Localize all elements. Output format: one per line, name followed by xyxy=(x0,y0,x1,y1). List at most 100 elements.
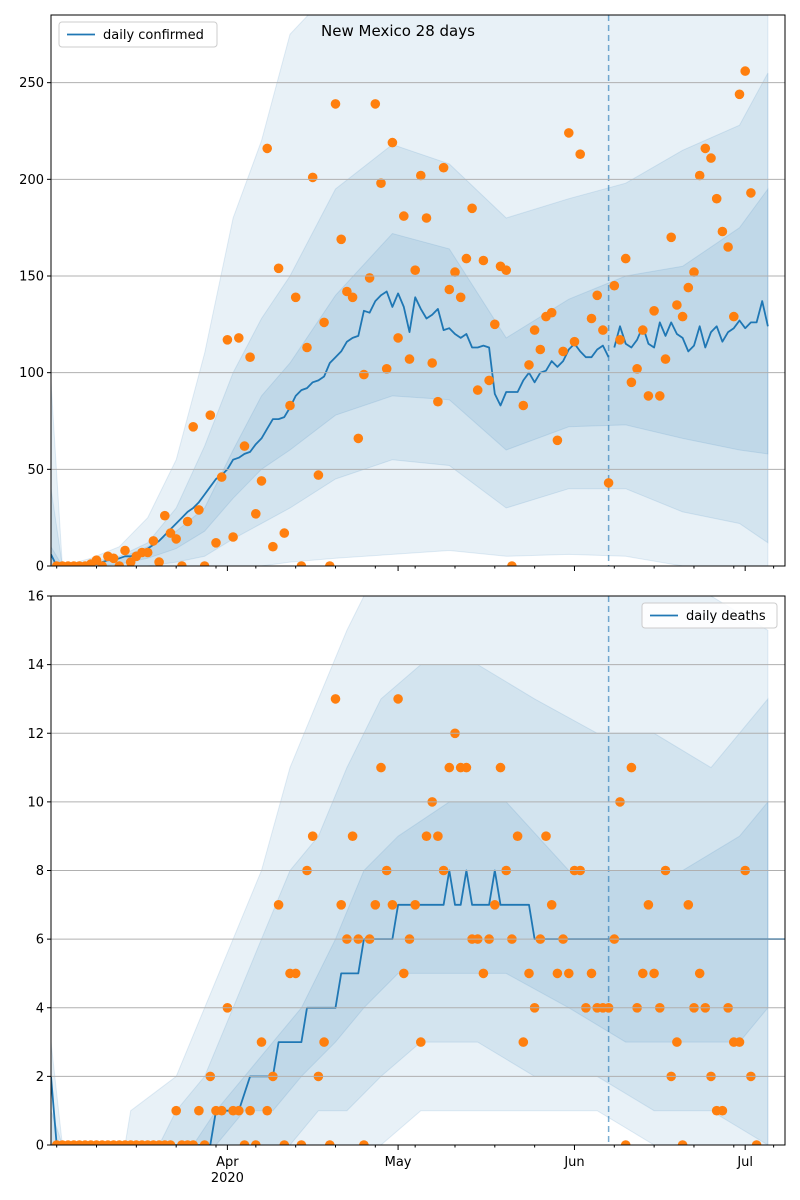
data-point xyxy=(245,1105,255,1116)
data-point xyxy=(171,1105,181,1116)
data-point xyxy=(677,311,688,322)
y-tick-label: 16 xyxy=(27,590,44,605)
data-point xyxy=(307,831,318,841)
data-point xyxy=(717,226,728,237)
data-point xyxy=(706,153,716,163)
data-point xyxy=(649,306,659,316)
data-point xyxy=(615,335,625,345)
y-tick-label: 150 xyxy=(19,270,44,285)
data-point xyxy=(444,762,455,773)
data-point xyxy=(711,193,722,204)
data-point xyxy=(330,99,341,109)
data-point xyxy=(723,242,733,252)
data-point xyxy=(689,267,699,277)
legend-label: daily deaths xyxy=(686,609,766,624)
data-point xyxy=(347,831,358,841)
data-point xyxy=(643,391,654,401)
data-point xyxy=(467,203,477,214)
x-tick-label: Jun xyxy=(563,1155,584,1170)
data-point xyxy=(268,541,278,552)
data-point xyxy=(620,253,631,264)
data-point xyxy=(410,900,421,910)
data-point xyxy=(512,831,523,841)
data-point xyxy=(717,1105,728,1116)
data-point xyxy=(632,364,642,374)
confidence-band-middle xyxy=(51,72,769,566)
data-point xyxy=(455,292,466,303)
legend-label: daily confirmed xyxy=(103,28,204,43)
data-point xyxy=(444,284,455,295)
data-point xyxy=(660,354,671,364)
data-point xyxy=(740,66,750,76)
data-point xyxy=(273,900,284,910)
data-point xyxy=(387,137,398,148)
data-point xyxy=(564,968,574,979)
data-point xyxy=(546,900,557,910)
legend-box xyxy=(641,602,778,629)
data-point xyxy=(586,313,597,324)
data-point xyxy=(529,325,540,335)
data-point xyxy=(655,391,665,401)
data-point xyxy=(694,968,705,979)
data-point xyxy=(592,290,602,301)
data-point xyxy=(683,282,694,293)
data-point xyxy=(672,1037,682,1047)
y-tick-label: 0 xyxy=(36,1139,44,1154)
y-tick-label: 6 xyxy=(36,933,44,948)
panel-1: 0 50 100 150 200 250 New Mexico 28 days daily c… xyxy=(19,14,786,575)
data-point xyxy=(495,762,506,773)
y-tick-label: 8 xyxy=(36,864,44,879)
data-point xyxy=(370,900,381,910)
data-point xyxy=(251,509,261,519)
data-point xyxy=(638,968,648,979)
data-point xyxy=(421,831,432,841)
data-point xyxy=(461,253,472,264)
data-point xyxy=(399,211,409,221)
data-point xyxy=(461,762,472,773)
data-point xyxy=(211,538,221,548)
data-point xyxy=(376,178,386,188)
data-point xyxy=(387,900,398,910)
data-point xyxy=(359,369,369,380)
data-point xyxy=(638,325,648,335)
data-point xyxy=(296,561,307,566)
data-point xyxy=(216,1105,227,1116)
data-point xyxy=(154,557,164,566)
data-point xyxy=(142,547,153,558)
data-point xyxy=(234,1105,244,1116)
data-point xyxy=(649,968,659,979)
x-tick-sublabel: 2020 xyxy=(211,1171,244,1186)
data-point xyxy=(546,307,557,318)
data-point xyxy=(677,1140,688,1145)
legend-box xyxy=(58,21,218,48)
data-point xyxy=(336,900,347,910)
data-point xyxy=(518,1037,529,1047)
data-point xyxy=(239,441,250,451)
data-point xyxy=(416,170,426,181)
data-point xyxy=(433,831,443,841)
y-tick-label: 50 xyxy=(27,463,44,478)
data-point xyxy=(700,143,711,154)
data-point xyxy=(569,336,580,347)
data-point xyxy=(427,358,438,368)
data-point xyxy=(216,472,227,482)
x-tick-label: Jul xyxy=(736,1155,753,1170)
data-point xyxy=(330,694,341,704)
data-point xyxy=(319,317,329,328)
data-point xyxy=(160,510,170,521)
data-point xyxy=(256,1037,267,1047)
y-tick-label: 250 xyxy=(19,76,44,91)
data-point xyxy=(359,1140,369,1145)
data-point xyxy=(518,400,529,411)
data-point xyxy=(376,762,386,773)
data-point xyxy=(285,400,295,411)
data-point xyxy=(524,968,534,979)
data-point xyxy=(746,188,756,198)
data-point xyxy=(393,694,403,704)
y-tick-label: 0 xyxy=(36,560,44,575)
data-point xyxy=(586,968,597,979)
data-point xyxy=(433,396,443,407)
data-point xyxy=(279,528,290,538)
data-point xyxy=(416,1037,426,1047)
